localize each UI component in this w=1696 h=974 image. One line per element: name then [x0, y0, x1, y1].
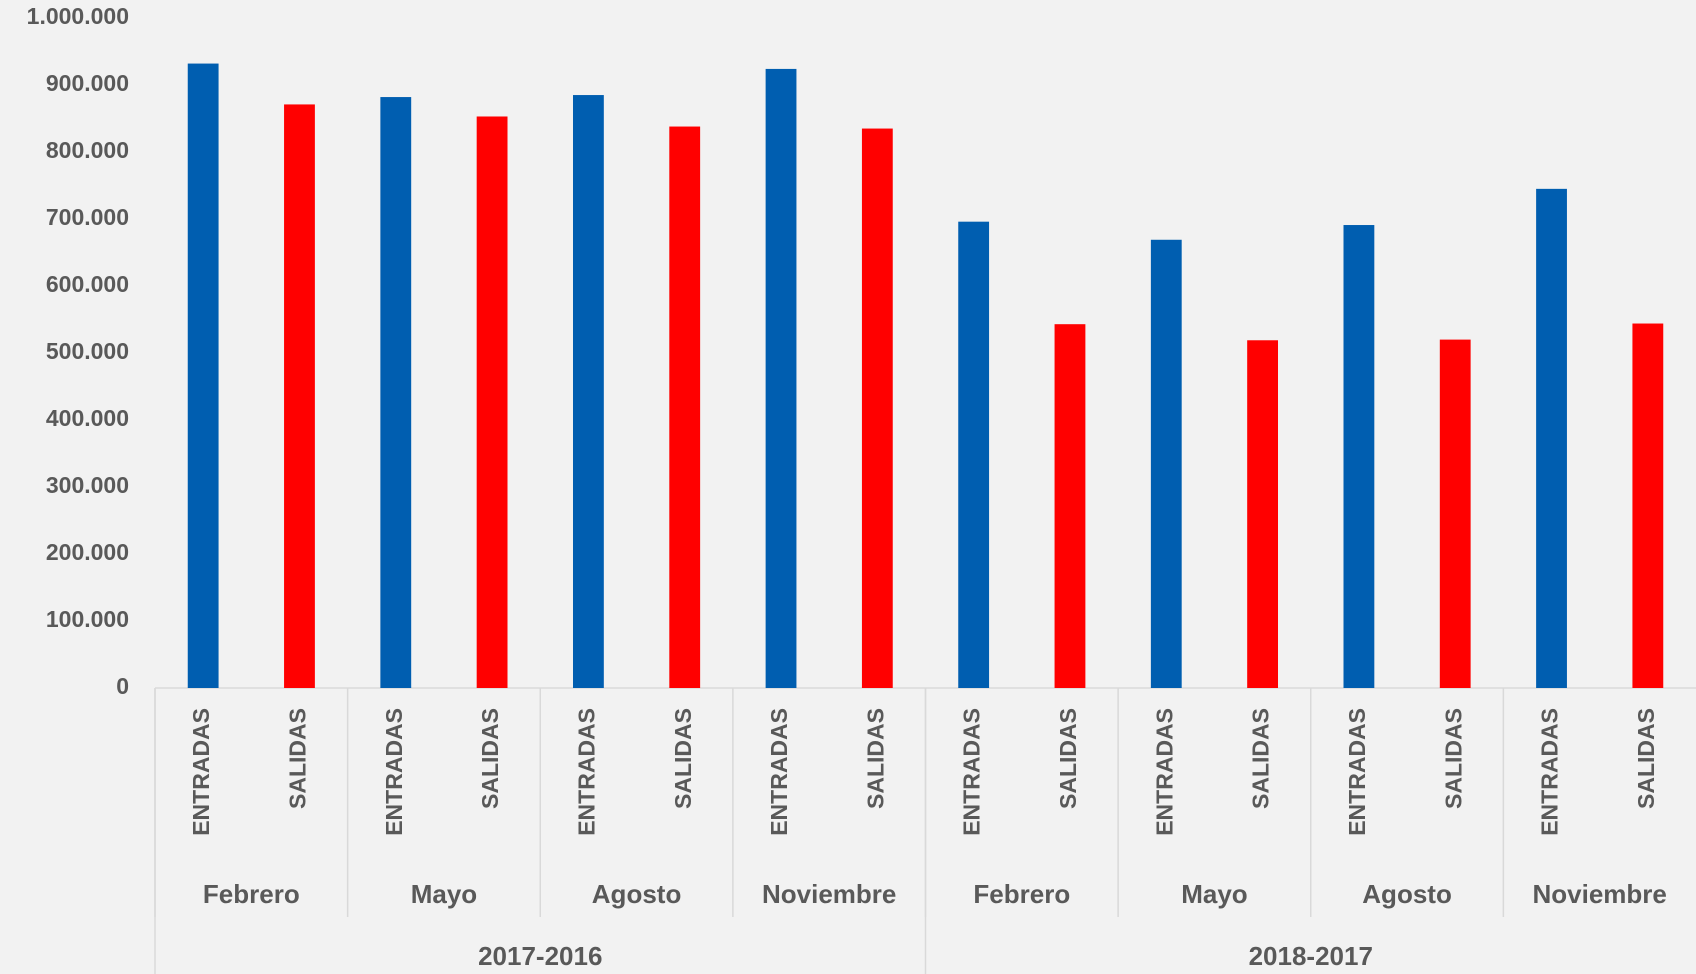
bar [765, 68, 797, 689]
bar [1247, 340, 1279, 688]
bar [1150, 239, 1182, 688]
x-tick-label: SALIDAS [1633, 708, 1659, 809]
bar [380, 97, 412, 688]
x-tick-label: SALIDAS [285, 708, 311, 809]
x-tick-label: ENTRADAS [1537, 708, 1563, 836]
month-label: Agosto [592, 879, 682, 909]
x-tick-label: SALIDAS [670, 708, 696, 809]
x-tick-label: ENTRADAS [1344, 708, 1370, 836]
y-tick-label: 900.000 [46, 70, 129, 96]
y-tick-label: 1.000.000 [27, 3, 129, 29]
year-label: 2018-2017 [1249, 941, 1373, 971]
y-tick-label: 100.000 [46, 606, 129, 632]
month-label: Mayo [1181, 879, 1247, 909]
x-tick-label: SALIDAS [1440, 708, 1466, 809]
y-tick-label: 700.000 [46, 204, 129, 230]
bar [572, 95, 604, 689]
x-tick-label: ENTRADAS [188, 708, 214, 836]
x-tick-label: ENTRADAS [1151, 708, 1177, 836]
x-tick-label: SALIDAS [862, 708, 888, 809]
x-tick-label: ENTRADAS [573, 708, 599, 836]
month-label: Febrero [973, 879, 1070, 909]
y-tick-label: 800.000 [46, 137, 129, 163]
y-tick-label: 600.000 [46, 271, 129, 297]
bar [1439, 339, 1471, 688]
y-tick-label: 300.000 [46, 472, 129, 498]
month-label: Noviembre [762, 879, 896, 909]
month-label: Mayo [411, 879, 477, 909]
bar [187, 63, 219, 689]
month-label: Noviembre [1532, 879, 1666, 909]
x-tick-label: ENTRADAS [381, 708, 407, 836]
bar [958, 221, 990, 688]
bar [1054, 324, 1086, 688]
y-tick-label: 500.000 [46, 338, 129, 364]
x-tick-label: SALIDAS [1248, 708, 1274, 809]
bar [1632, 323, 1664, 688]
year-label: 2017-2016 [478, 941, 602, 971]
bar [1343, 225, 1375, 688]
bar [476, 116, 508, 689]
month-label: Agosto [1362, 879, 1452, 909]
y-tick-label: 200.000 [46, 539, 129, 565]
y-tick-label: 0 [116, 673, 129, 699]
bar [284, 104, 315, 689]
x-tick-label: ENTRADAS [959, 708, 985, 836]
y-tick-label: 400.000 [46, 405, 129, 431]
x-tick-label: ENTRADAS [766, 708, 792, 836]
month-label: Febrero [203, 879, 300, 909]
bar [861, 128, 893, 689]
bar [1536, 188, 1567, 688]
x-tick-label: SALIDAS [1055, 708, 1081, 809]
bar [669, 126, 701, 689]
x-tick-label: SALIDAS [477, 708, 503, 809]
